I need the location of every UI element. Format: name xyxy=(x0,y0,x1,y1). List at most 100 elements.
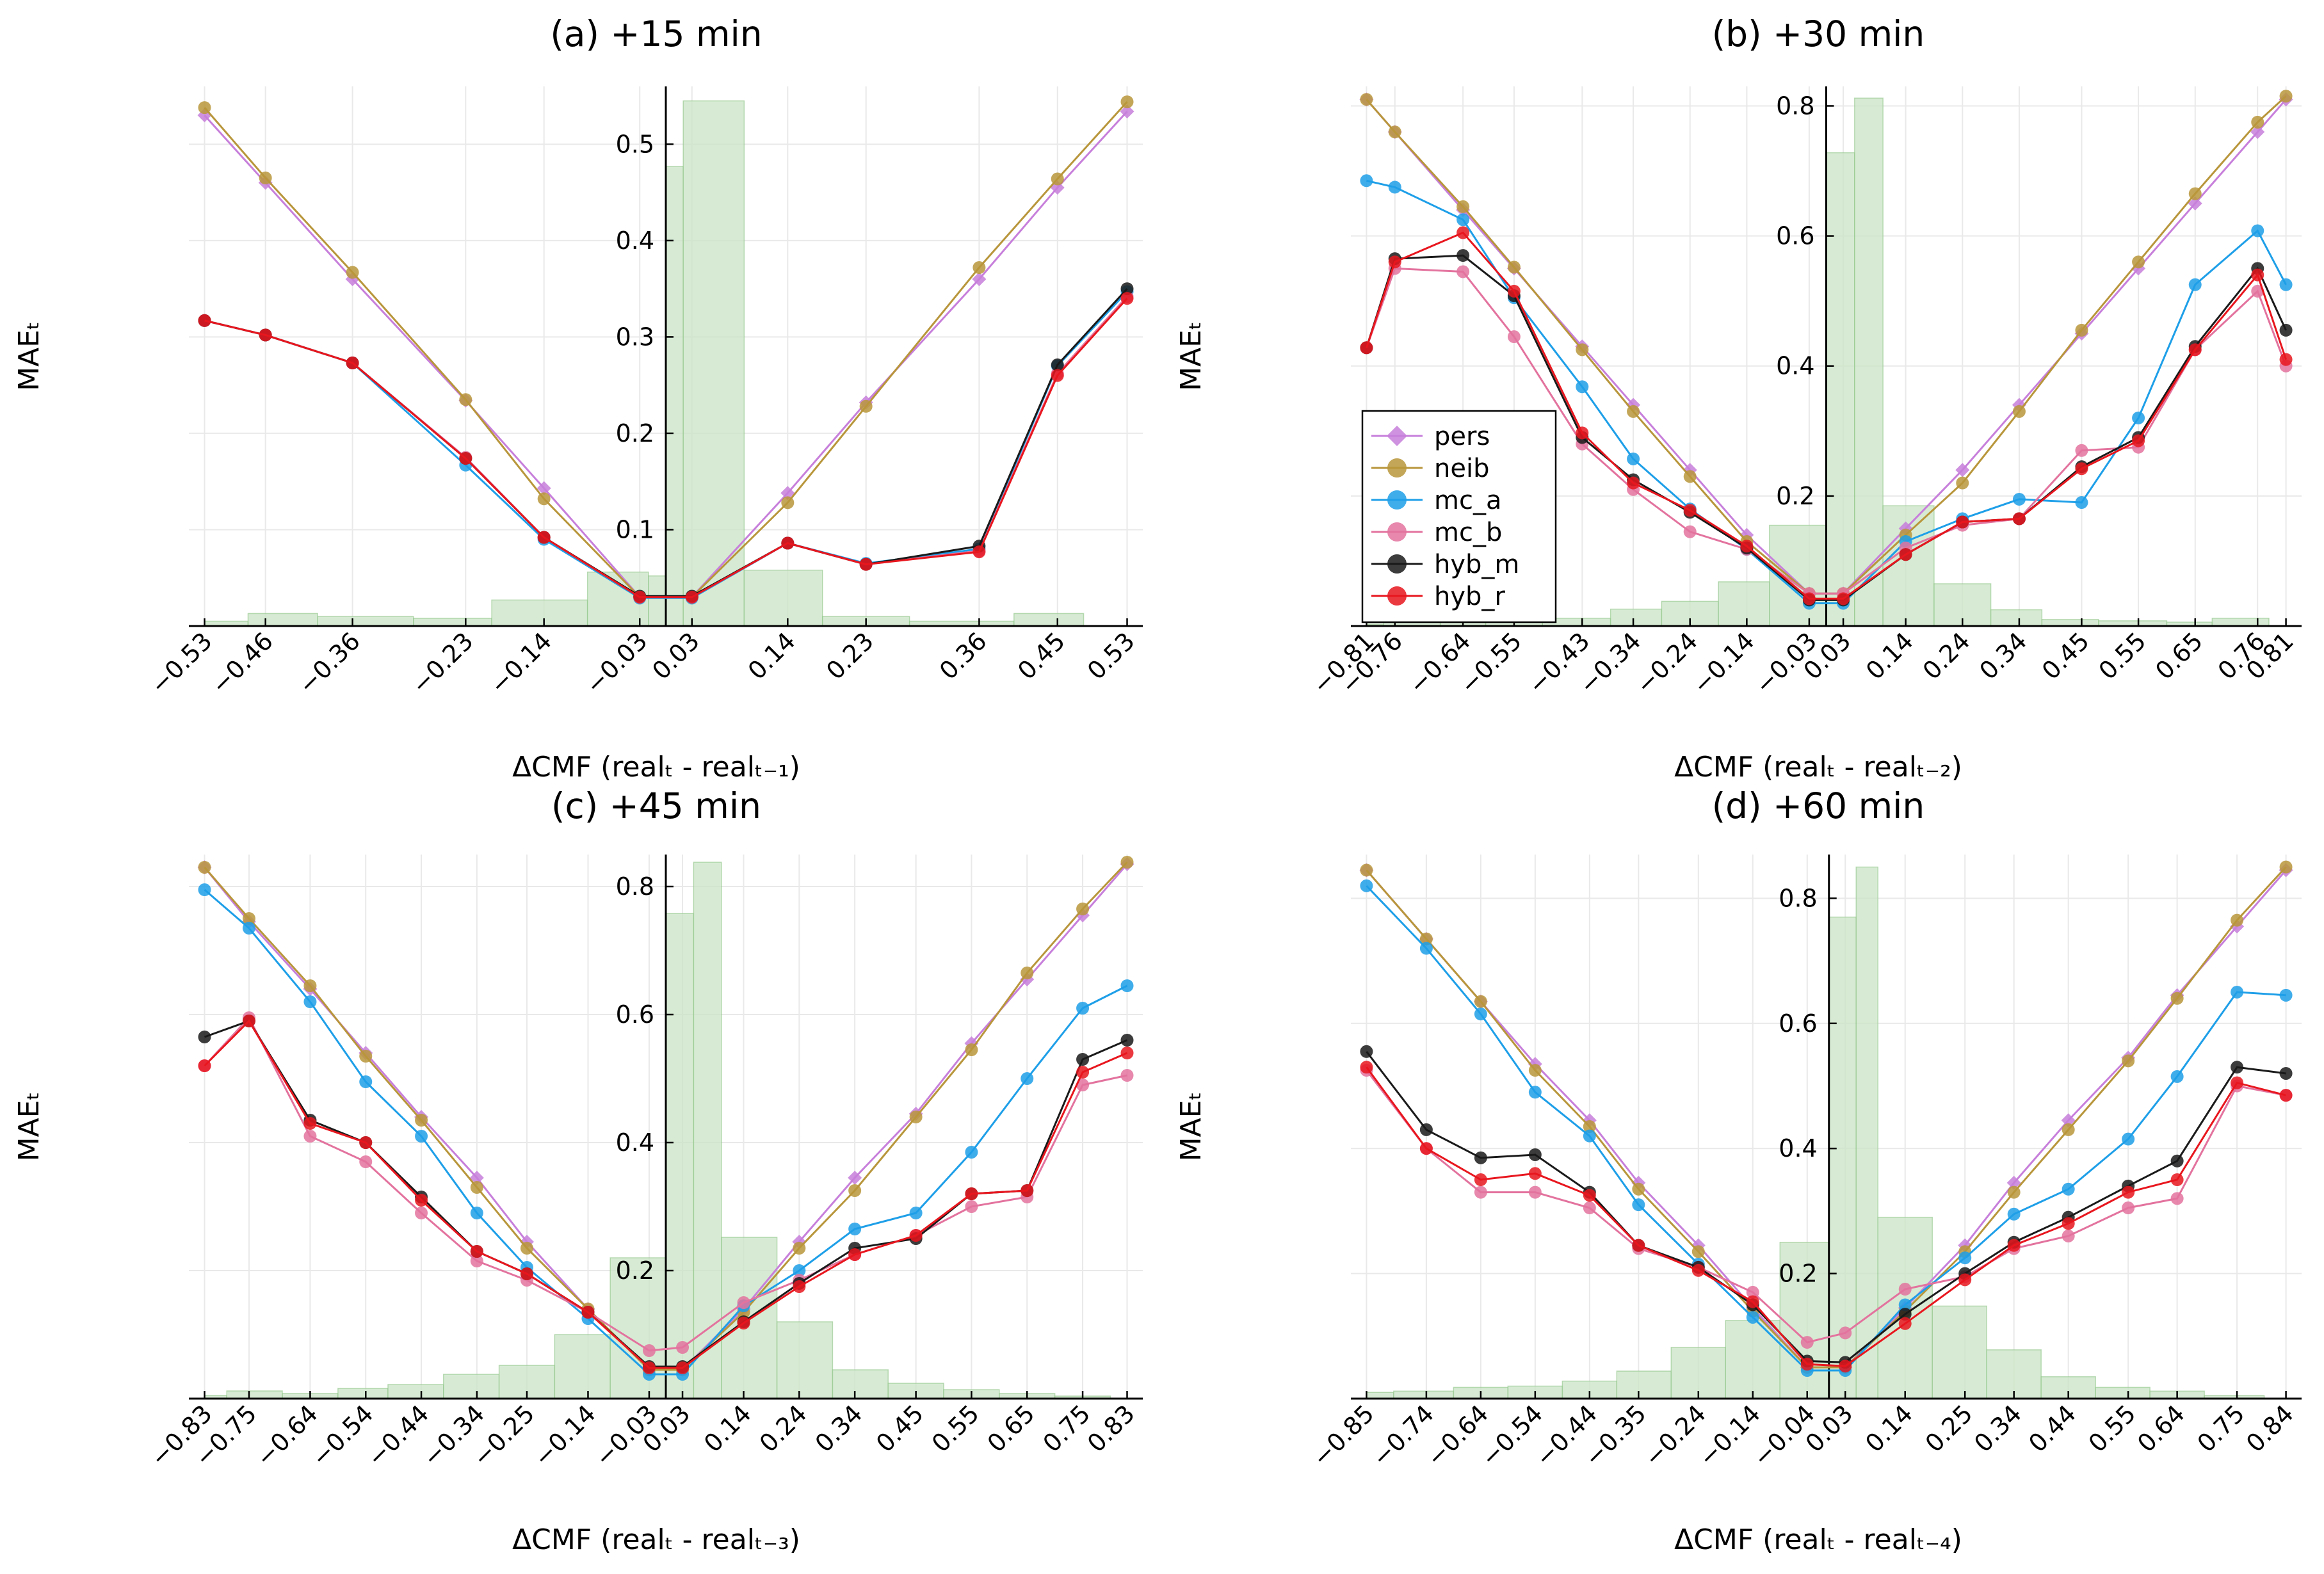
histogram-bar xyxy=(1670,1347,1727,1399)
point-pers xyxy=(469,1171,484,1185)
point-neib xyxy=(1419,932,1433,945)
point-neib xyxy=(2122,1054,2135,1068)
point-neib xyxy=(2188,187,2202,200)
point-mc_a xyxy=(1457,213,1470,227)
point-hyb_m xyxy=(2170,1154,2184,1168)
point-neib xyxy=(1457,200,1470,213)
point-hyb_r xyxy=(2012,512,2026,526)
point-mc_a xyxy=(1632,1198,1645,1212)
point-mc_a xyxy=(470,1207,483,1219)
histogram-bar xyxy=(665,913,695,1399)
point-hyb_r xyxy=(1746,1295,1759,1308)
point-neib xyxy=(1120,95,1134,109)
histogram-bar xyxy=(1854,97,1884,627)
point-hyb_r xyxy=(1632,1239,1645,1252)
histogram-bar xyxy=(491,599,588,627)
histogram-bar xyxy=(693,862,722,1399)
point-hyb_r xyxy=(2007,1239,2021,1252)
point-hyb_r xyxy=(965,1187,978,1200)
point-hyb_m xyxy=(2231,1061,2244,1074)
x-tick-label: −0.74 xyxy=(1367,1399,1439,1472)
x-tick-label: −0.14 xyxy=(485,627,557,699)
point-neib xyxy=(2251,115,2264,129)
histogram-bar xyxy=(1932,1305,1987,1399)
point-neib xyxy=(2279,860,2293,874)
x-tick-label: 0.75 xyxy=(1037,1399,1095,1458)
histogram-bar xyxy=(1828,916,1857,1399)
point-hyb_r xyxy=(781,536,795,550)
point-hyb_m xyxy=(1120,282,1134,296)
point-neib xyxy=(198,861,211,874)
x-tick-label: −0.36 xyxy=(293,627,366,699)
point-hyb_r xyxy=(1898,1317,1912,1330)
point-neib xyxy=(1021,967,1034,979)
x-tick-label: 0.34 xyxy=(810,1399,868,1458)
x-tick-label: 0.45 xyxy=(871,1399,929,1458)
point-mc_a xyxy=(359,1075,373,1088)
point-mc_b xyxy=(1507,330,1521,344)
point-mc_a xyxy=(1627,452,1640,465)
histogram-bar xyxy=(665,166,684,627)
histogram-bar xyxy=(1825,152,1855,627)
point-hyb_r xyxy=(1839,1360,1852,1373)
point-neib xyxy=(346,266,359,279)
point-hyb_r xyxy=(633,590,647,604)
point-neib xyxy=(2012,405,2026,418)
point-neib xyxy=(520,1242,533,1255)
point-pers xyxy=(2061,1113,2076,1128)
legend-marker-mc_b xyxy=(1387,522,1407,542)
point-neib xyxy=(2062,1123,2075,1136)
legend: pers neib mc_a mc_b hyb_m hyb_r xyxy=(1361,410,1557,623)
point-neib xyxy=(1360,863,1373,877)
x-tick-label: 0.45 xyxy=(1012,627,1070,685)
legend-marker-hyb_r xyxy=(1387,586,1407,606)
x-tick-label: −0.53 xyxy=(145,627,217,699)
point-hyb_r xyxy=(1837,592,1850,606)
x-tick-label: −0.24 xyxy=(1631,627,1703,699)
point-hyb_r xyxy=(737,1317,750,1329)
point-hyb_r xyxy=(1627,476,1640,490)
point-mc_a xyxy=(1583,1129,1596,1143)
x-tick-label: −0.23 xyxy=(406,627,478,699)
legend-marker-mc_a xyxy=(1387,490,1407,510)
x-tick-label: 0.55 xyxy=(2094,627,2152,685)
panel-2: 0.20.40.60.8−0.81−0.76−0.64−0.55−0.43−0.… xyxy=(1175,13,2302,783)
point-neib xyxy=(2170,992,2184,1005)
histogram-bar xyxy=(1718,581,1770,627)
point-neib xyxy=(1360,93,1373,106)
x-tick-label: −0.46 xyxy=(206,627,278,699)
point-mc_b xyxy=(1457,265,1470,278)
point-hyb_r xyxy=(1419,1142,1433,1155)
x-tick-label: −0.54 xyxy=(306,1399,378,1472)
point-neib xyxy=(1076,903,1090,915)
y-axis-label: MAEₜ xyxy=(1175,321,1207,391)
point-hyb_m xyxy=(198,1031,211,1043)
point-neib xyxy=(1388,125,1401,139)
point-mc_a xyxy=(415,1130,428,1143)
point-hyb_r xyxy=(1740,540,1754,553)
x-tick-label: −0.14 xyxy=(1687,627,1759,699)
histogram-bar xyxy=(1616,1370,1672,1399)
point-hyb_r xyxy=(676,1361,690,1374)
point-neib xyxy=(965,1043,978,1056)
y-tick-label: 0.4 xyxy=(1776,352,1814,380)
point-hyb_r xyxy=(1507,284,1521,298)
point-mc_a xyxy=(2279,278,2293,291)
x-tick-label: 0.24 xyxy=(754,1399,812,1458)
point-mc_a xyxy=(1746,1310,1759,1324)
point-neib xyxy=(303,979,317,992)
point-hyb_r xyxy=(198,1059,211,1072)
point-hyb_m xyxy=(2279,323,2293,337)
point-hyb_m xyxy=(1898,1308,1912,1321)
histogram-bar xyxy=(1013,613,1085,627)
point-mc_b xyxy=(1528,1185,1542,1199)
point-neib xyxy=(1632,1182,1645,1196)
y-tick-label: 0.8 xyxy=(1779,884,1817,912)
point-neib xyxy=(972,261,986,275)
x-tick-label: −0.14 xyxy=(1693,1399,1766,1472)
point-hyb_r xyxy=(1691,1264,1705,1277)
x-tick-label: 0.25 xyxy=(1920,1399,1978,1458)
point-pers xyxy=(1120,104,1134,119)
x-tick-label: 0.14 xyxy=(698,1399,757,1458)
point-neib xyxy=(537,492,551,506)
